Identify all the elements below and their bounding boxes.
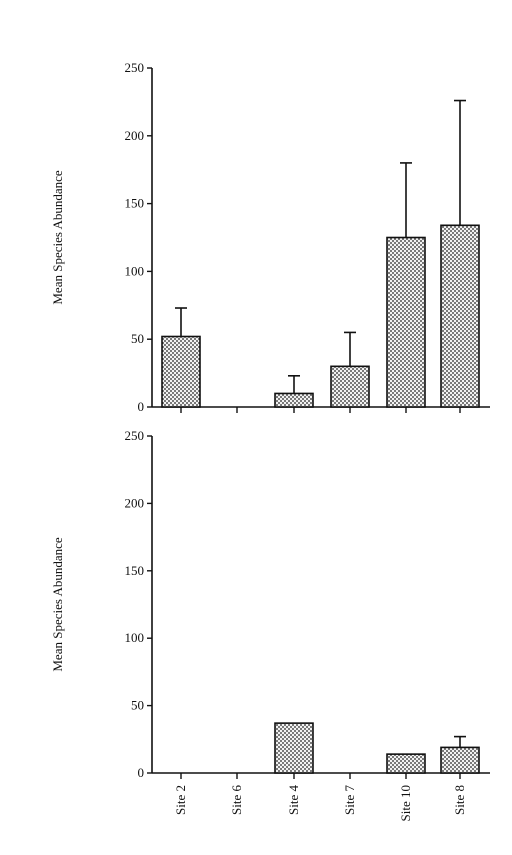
x-category-label: Site 8 — [452, 785, 467, 815]
y-tick-label: 50 — [131, 698, 144, 713]
bar — [161, 335, 201, 408]
bar — [274, 722, 314, 774]
bottom-panel: 0 50 100 150 200 250 Mean Species Abundance Sit… — [50, 428, 490, 821]
bar — [386, 753, 426, 774]
y-tick-label: 0 — [138, 399, 145, 414]
bar — [386, 236, 426, 408]
y-tick-label: 150 — [125, 563, 145, 578]
top-panel: 0 50 100 150 200 250 Mean Species Abundance — [50, 60, 490, 414]
bar — [440, 224, 480, 408]
y-tick-label: 100 — [125, 263, 145, 278]
y-tick-label: 200 — [125, 495, 145, 510]
x-category-label: Site 2 — [173, 785, 188, 815]
y-tick-label: 0 — [138, 765, 145, 780]
y-tick-label: 100 — [125, 630, 145, 645]
bar — [440, 746, 480, 774]
y-axis-title: Mean Species Abundance — [50, 537, 65, 672]
y-tick-label: 150 — [125, 196, 145, 211]
y-axis-title: Mean Species Abundance — [50, 170, 65, 305]
y-tick-label: 200 — [125, 128, 145, 143]
y-tick-label: 250 — [125, 60, 145, 75]
bar — [330, 365, 370, 408]
x-category-label: Site 6 — [229, 785, 244, 815]
x-category-label: Site 10 — [398, 785, 413, 821]
x-category-label: Site 4 — [286, 785, 301, 815]
bar — [274, 392, 314, 408]
x-category-label: Site 7 — [342, 785, 357, 815]
y-tick-label: 50 — [131, 331, 144, 346]
y-tick-label: 250 — [125, 428, 145, 443]
